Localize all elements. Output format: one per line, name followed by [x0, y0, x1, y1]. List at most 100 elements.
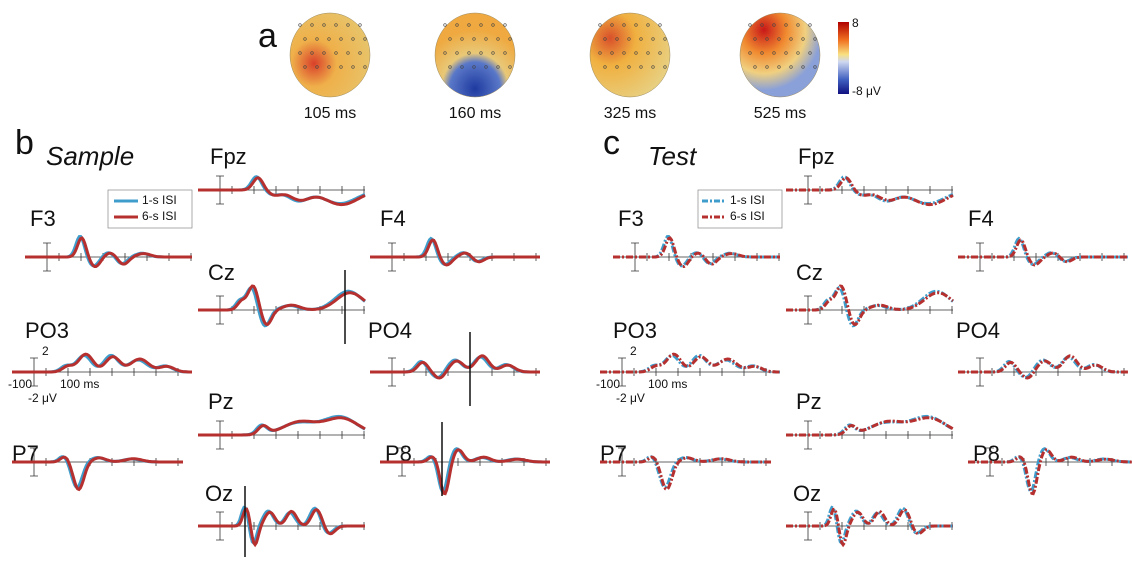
electrode-dot	[339, 37, 343, 41]
electrode-label: Fpz	[798, 144, 835, 169]
electrode-dot	[627, 37, 631, 41]
electrode-dot	[598, 23, 602, 27]
electrode-dot	[322, 51, 326, 55]
electrode-label: PO4	[956, 318, 1000, 343]
electrode-dot	[646, 23, 650, 27]
electrode-dot	[327, 65, 331, 69]
scale-label: 2	[630, 344, 637, 358]
legend-box	[697, 189, 783, 229]
electrode-dot	[479, 23, 483, 27]
head-time: 160 ms	[449, 105, 501, 122]
waveform	[958, 236, 1128, 266]
waveform	[968, 448, 1132, 496]
waveform	[198, 416, 366, 437]
electrode-dot	[748, 23, 752, 27]
panel-title: Test	[648, 141, 698, 171]
electrode-dot	[358, 51, 362, 55]
electrode-dot	[460, 37, 464, 41]
electrode-dot	[627, 65, 631, 69]
electrode-dot	[303, 37, 307, 41]
electrode-dot	[808, 23, 812, 27]
waveform	[600, 352, 780, 374]
electrode-dot	[508, 37, 512, 41]
waveform	[25, 234, 192, 268]
electrode-dot	[813, 65, 817, 69]
electrode-dot	[753, 65, 757, 69]
electrode-dot	[663, 65, 667, 69]
electrode-dot	[484, 65, 488, 69]
electrode-dot	[801, 65, 805, 69]
electrode-dot	[448, 65, 452, 69]
scale-label: 100 ms	[648, 377, 687, 391]
electrode-dot	[813, 37, 817, 41]
electrode-dot	[467, 23, 471, 27]
electrode-dot	[310, 23, 314, 27]
electrode-dot	[789, 65, 793, 69]
waveform	[370, 238, 540, 267]
electrode-dot	[491, 23, 495, 27]
waveform	[786, 176, 954, 207]
head-time: 325 ms	[604, 105, 656, 122]
electrode-dot	[472, 65, 476, 69]
waveform	[600, 353, 780, 374]
waveform	[370, 354, 540, 380]
scale-label: -2 μV	[616, 391, 645, 405]
panel-title: Sample	[46, 141, 134, 171]
electrode-dot	[346, 51, 350, 55]
waveform	[958, 238, 1128, 267]
electrode-dot	[363, 37, 367, 41]
electrode-dot	[634, 23, 638, 27]
electrode-dot	[777, 65, 781, 69]
electrode-dot	[443, 51, 447, 55]
electrode-dot	[610, 51, 614, 55]
electrode-dot	[455, 51, 459, 55]
electrode-label: Cz	[796, 260, 823, 285]
colorbar-min: -8 μV	[852, 84, 881, 98]
electrode-dot	[298, 51, 302, 55]
electrode-dot	[460, 65, 464, 69]
electrode-dot	[808, 51, 812, 55]
legend-label: 1-s ISI	[730, 193, 765, 207]
head	[739, 12, 821, 98]
waveform	[786, 507, 953, 548]
panel-label: c	[603, 124, 620, 162]
electrode-dot	[603, 37, 607, 41]
electrode-dot	[467, 51, 471, 55]
electrode-dot	[310, 51, 314, 55]
panel-label: a	[258, 17, 277, 55]
electrode-label: Pz	[796, 389, 822, 414]
waveform	[600, 455, 771, 492]
electrode-dot	[315, 37, 319, 41]
electrode-dot	[777, 37, 781, 41]
electrode-label: Fpz	[210, 144, 247, 169]
electrode-dot	[796, 51, 800, 55]
head-time: 525 ms	[754, 105, 806, 122]
electrode-dot	[760, 23, 764, 27]
electrode-dot	[327, 37, 331, 41]
electrode-dot	[639, 65, 643, 69]
waveform	[958, 354, 1128, 380]
electrode-dot	[508, 65, 512, 69]
electrode-dot	[334, 51, 338, 55]
electrode-dot	[503, 23, 507, 27]
head	[289, 12, 371, 98]
electrode-label: Oz	[793, 481, 821, 506]
colorbar-max: 8	[852, 16, 859, 30]
electrode-dot	[610, 23, 614, 27]
electrode-dot	[346, 23, 350, 27]
electrode-label: PO4	[368, 318, 412, 343]
electrode-dot	[479, 51, 483, 55]
electrode-dot	[351, 37, 355, 41]
electrode-dot	[634, 51, 638, 55]
waveform	[25, 236, 192, 268]
electrode-dot	[303, 65, 307, 69]
electrode-label: F3	[618, 206, 644, 231]
waveform	[786, 284, 954, 326]
electrode-label: PO3	[613, 318, 657, 343]
scale-label: -2 μV	[28, 391, 57, 405]
head	[434, 12, 516, 98]
electrode-dot	[765, 37, 769, 41]
electrode-dot	[658, 23, 662, 27]
electrode-dot	[339, 65, 343, 69]
waveform	[786, 416, 954, 437]
